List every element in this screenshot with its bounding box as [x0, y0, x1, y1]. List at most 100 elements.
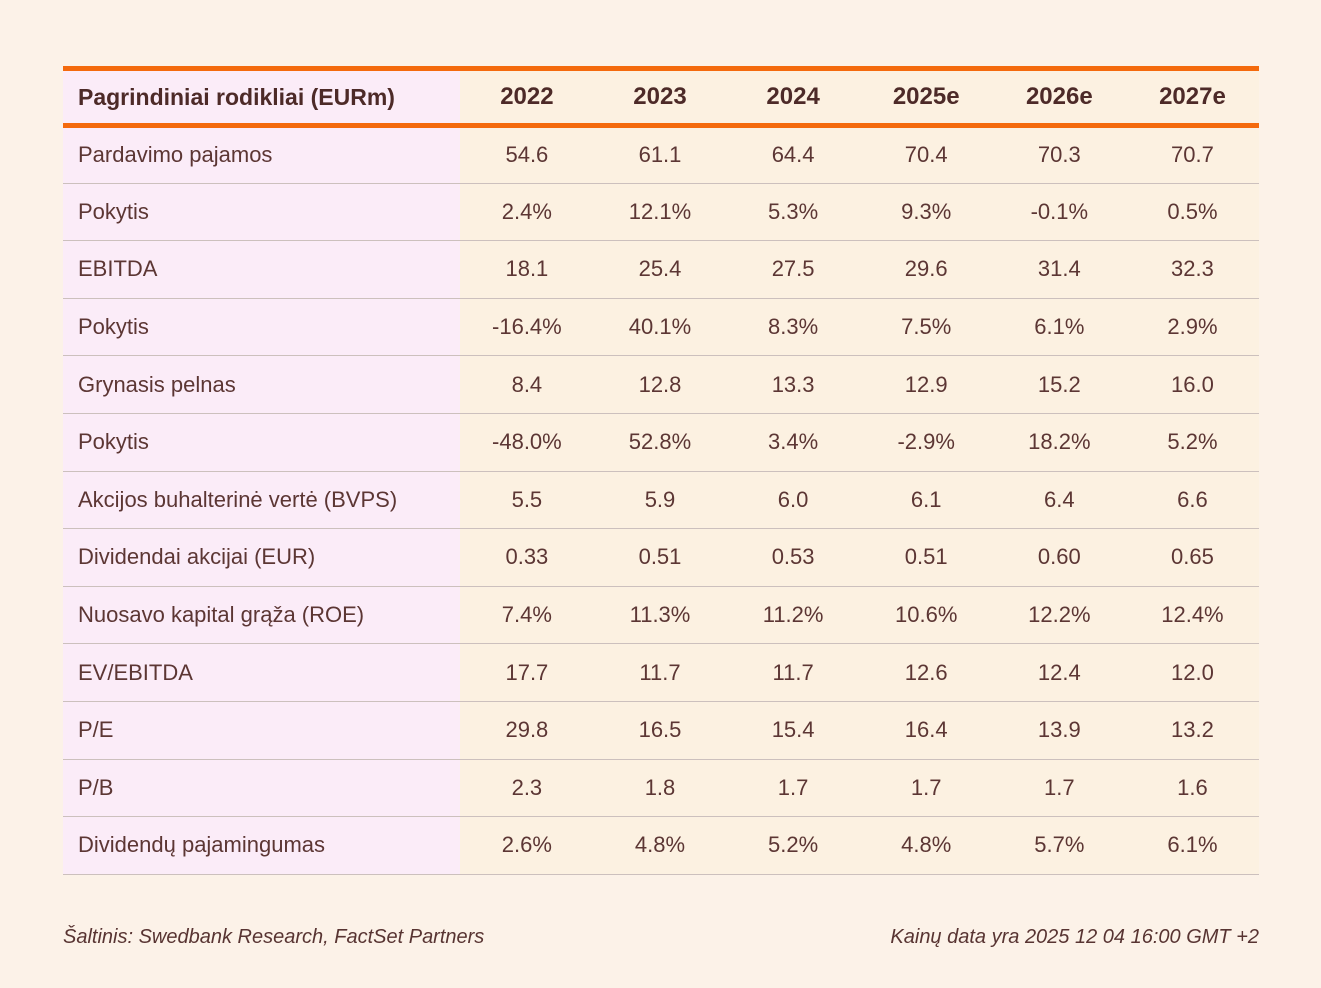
value-cell: 27.5 — [726, 240, 860, 299]
value-cell: 17.7 — [460, 643, 594, 702]
value-cell: 16.5 — [593, 701, 727, 760]
value-cell: 18.1 — [460, 240, 594, 299]
value-cell: 0.65 — [1125, 528, 1259, 587]
value-cell: 12.4% — [1125, 586, 1259, 644]
table-row: Dividendų pajamingumas 2.6% 4.8% 5.2% 4.8% 5.… — [63, 816, 1259, 875]
table-row: P/B 2.3 1.8 1.7 1.7 1.7 1.6 — [63, 759, 1259, 817]
table-row: Pardavimo pajamos 54.6 61.1 64.4 70.4 70.3 70.… — [63, 125, 1259, 184]
value-cell: 5.9 — [593, 471, 727, 529]
value-cell: 12.6 — [859, 643, 993, 702]
value-cell: 5.2% — [726, 816, 860, 875]
table-row: Akcijos buhalterinė vertė (BVPS) 5.5 5.9 6.… — [63, 471, 1259, 529]
row-label: EV/EBITDA — [63, 643, 461, 702]
value-cell: 15.4 — [726, 701, 860, 760]
value-cell: 70.4 — [859, 125, 993, 184]
value-cell: 32.3 — [1125, 240, 1259, 299]
key-indicators-table: Pagrindiniai rodikliai (EURm) 2022 2023 20… — [63, 66, 1259, 875]
row-label: Pokytis — [63, 298, 461, 356]
table-body: Pardavimo pajamos 54.6 61.1 64.4 70.4 70.3 70.… — [63, 125, 1259, 875]
value-cell: 1.8 — [593, 759, 727, 817]
value-cell: 6.4 — [992, 471, 1126, 529]
value-cell: 0.51 — [593, 528, 727, 587]
value-cell: 70.3 — [992, 125, 1126, 184]
row-label: Pokytis — [63, 183, 461, 241]
value-cell: 5.2% — [1125, 413, 1259, 472]
table-head: Pagrindiniai rodikliai (EURm) 2022 2023 20… — [63, 68, 1259, 126]
value-cell: 3.4% — [726, 413, 860, 472]
value-cell: 6.6 — [1125, 471, 1259, 529]
value-cell: -16.4% — [460, 298, 594, 356]
value-cell: 0.51 — [859, 528, 993, 587]
table-row: Dividendai akcijai (EUR) 0.33 0.51 0.53 0.51… — [63, 528, 1259, 587]
value-cell: 61.1 — [593, 125, 727, 184]
value-cell: 16.0 — [1125, 355, 1259, 414]
row-label: Pokytis — [63, 413, 461, 472]
value-cell: 6.1 — [859, 471, 993, 529]
value-cell: 11.7 — [593, 643, 727, 702]
value-cell: 70.7 — [1125, 125, 1259, 184]
value-cell: 16.4 — [859, 701, 993, 760]
value-cell: 5.7% — [992, 816, 1126, 875]
value-cell: 7.5% — [859, 298, 993, 356]
column-header-2022: 2022 — [460, 68, 594, 126]
value-cell: 29.8 — [460, 701, 594, 760]
value-cell: 0.60 — [992, 528, 1126, 587]
row-label: P/B — [63, 759, 461, 817]
value-cell: 12.8 — [593, 355, 727, 414]
table-row: Pokytis -48.0% 52.8% 3.4% -2.9% 18.2% 5.2% — [63, 413, 1259, 472]
table-row: Pokytis 2.4% 12.1% 5.3% 9.3% -0.1% 0.5% — [63, 183, 1259, 241]
value-cell: 40.1% — [593, 298, 727, 356]
value-cell: 5.5 — [460, 471, 594, 529]
value-cell: 13.9 — [992, 701, 1126, 760]
row-label: Nuosavo kapital grąža (ROE) — [63, 586, 461, 644]
value-cell: 25.4 — [593, 240, 727, 299]
value-cell: 13.3 — [726, 355, 860, 414]
value-cell: 52.8% — [593, 413, 727, 472]
value-cell: 1.7 — [992, 759, 1126, 817]
value-cell: 12.1% — [593, 183, 727, 241]
value-cell: 4.8% — [859, 816, 993, 875]
row-label: Dividendų pajamingumas — [63, 816, 461, 875]
row-label: P/E — [63, 701, 461, 760]
value-cell: 10.6% — [859, 586, 993, 644]
value-cell: 2.3 — [460, 759, 594, 817]
row-label: EBITDA — [63, 240, 461, 299]
table-row: EV/EBITDA 17.7 11.7 11.7 12.6 12.4 12.0 — [63, 643, 1259, 702]
value-cell: 9.3% — [859, 183, 993, 241]
table-row: EBITDA 18.1 25.4 27.5 29.6 31.4 32.3 — [63, 240, 1259, 299]
value-cell: 31.4 — [992, 240, 1126, 299]
value-cell: 11.3% — [593, 586, 727, 644]
value-cell: 2.9% — [1125, 298, 1259, 356]
value-cell: -2.9% — [859, 413, 993, 472]
header-row: Pagrindiniai rodikliai (EURm) 2022 2023 20… — [63, 68, 1259, 126]
row-label: Grynasis pelnas — [63, 355, 461, 414]
row-label: Pardavimo pajamos — [63, 125, 461, 184]
value-cell: 1.7 — [859, 759, 993, 817]
column-header-2026e: 2026e — [992, 68, 1126, 126]
value-cell: 1.6 — [1125, 759, 1259, 817]
price-date-note: Kainų data yra 2025 12 04 16:00 GMT +2 — [890, 926, 1259, 948]
value-cell: 11.7 — [726, 643, 860, 702]
value-cell: 8.4 — [460, 355, 594, 414]
value-cell: 64.4 — [726, 125, 860, 184]
value-cell: 5.3% — [726, 183, 860, 241]
value-cell: 0.53 — [726, 528, 860, 587]
value-cell: 12.9 — [859, 355, 993, 414]
value-cell: -48.0% — [460, 413, 594, 472]
footnotes: Šaltinis: Swedbank Research, FactSet Par… — [63, 926, 1259, 949]
value-cell: 18.2% — [992, 413, 1126, 472]
table-row: Grynasis pelnas 8.4 12.8 13.3 12.9 15.2 16.0 — [63, 355, 1259, 414]
row-label: Akcijos buhalterinė vertė (BVPS) — [63, 471, 461, 529]
value-cell: 13.2 — [1125, 701, 1259, 760]
column-header-2027e: 2027e — [1125, 68, 1259, 126]
value-cell: 12.0 — [1125, 643, 1259, 702]
table-title: Pagrindiniai rodikliai (EURm) — [63, 68, 461, 126]
value-cell: 54.6 — [460, 125, 594, 184]
value-cell: 1.7 — [726, 759, 860, 817]
value-cell: 12.2% — [992, 586, 1126, 644]
value-cell: -0.1% — [992, 183, 1126, 241]
source-note: Šaltinis: Swedbank Research, FactSet Par… — [63, 926, 485, 948]
column-header-2025e: 2025e — [859, 68, 993, 126]
value-cell: 6.0 — [726, 471, 860, 529]
